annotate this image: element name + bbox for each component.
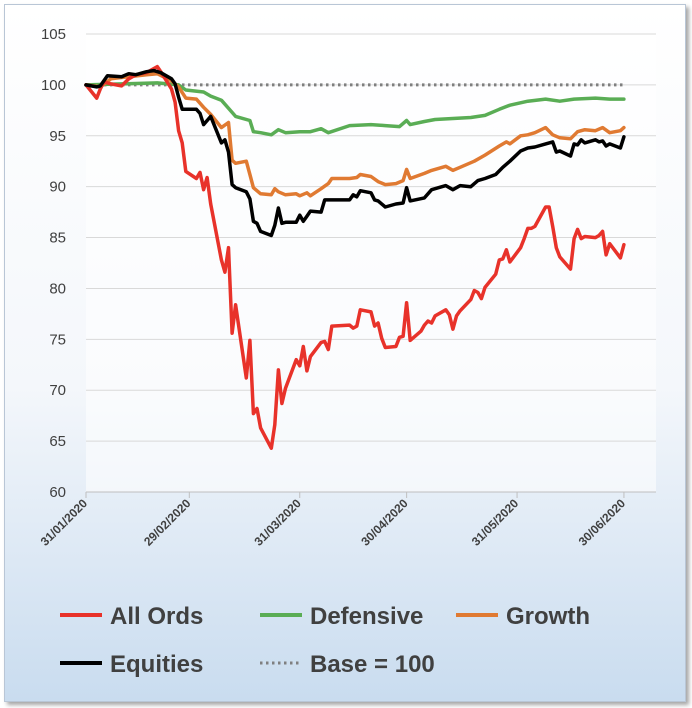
y-tick-label: 65 [49,433,66,450]
series-line-all-ords [84,64,626,450]
series-lines [84,64,626,450]
y-tick-label: 90 [49,179,66,196]
series-line-growth [84,71,626,198]
y-tick-label: 75 [49,331,66,348]
y-tick-label: 70 [49,382,66,399]
x-tick-label: 30/04/2020 [358,496,411,549]
x-tick-label: 31/01/2020 [38,496,91,549]
y-axis-ticks: 60 65 70 75 80 85 90 95 100 105 [41,26,66,501]
legend: All Ords Defensive Growth Equities Base = 10… [60,603,590,678]
x-tick-label: 31/03/2020 [252,496,305,549]
y-tick-label: 100 [41,77,66,94]
y-tick-label: 80 [49,280,66,297]
y-tick-label: 60 [49,484,66,501]
legend-label: Base = 100 [310,651,435,678]
y-tick-label: 95 [49,128,66,145]
x-tick-label: 31/05/2020 [469,496,522,549]
gridlines [86,33,656,493]
legend-label: Equities [110,651,203,678]
series-line-defensive [84,81,626,137]
x-axis: 31/01/2020 29/02/2020 31/03/2020 30/04/2020… [38,491,656,549]
legend-label: Growth [506,603,590,630]
y-tick-label: 105 [41,26,66,43]
legend-label: Defensive [310,603,423,630]
legend-label: All Ords [110,603,203,630]
x-tick-label: 29/02/2020 [141,496,194,549]
series-line-equities [84,68,626,238]
y-tick-label: 85 [49,230,66,247]
x-tick-label: 30/06/2020 [576,496,629,549]
